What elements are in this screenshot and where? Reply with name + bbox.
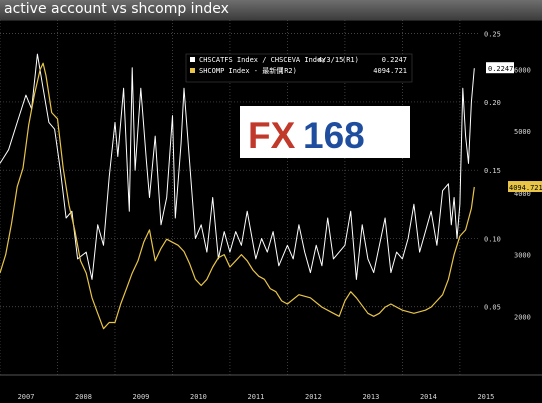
x-axis: 2007 2008 2009 2010 2011 2012 2013 2014 2015 <box>0 374 542 401</box>
y-left-tick-label: 0.10 <box>484 235 501 243</box>
legend: CHSCATFS Index / CHSCEVA Index 4/3/15 (R… <box>185 53 413 83</box>
legend-shcomp-axis: (R2) <box>280 67 297 75</box>
legend-ratio-axis: (R1) <box>342 56 359 64</box>
x-tick-label: 2014 <box>420 393 437 401</box>
legend-swatch-ratio <box>190 57 195 62</box>
y-right-tick-label: 2000 <box>514 313 531 321</box>
legend-box <box>185 53 413 83</box>
x-tick-label: 2007 <box>18 393 35 401</box>
fx168-logo: FX 168 <box>240 106 410 158</box>
legend-swatch-shcomp <box>190 68 195 73</box>
y-axis-left: 0.05 0.10 0.15 0.20 0.25 <box>484 31 501 312</box>
x-tick-label: 2013 <box>362 393 379 401</box>
legend-ratio-name: CHSCATFS Index / CHSCEVA Index <box>199 56 325 64</box>
last-value-labels: 0.2247 4094.721 <box>486 62 542 193</box>
y-left-tick-label: 0.25 <box>484 31 501 39</box>
fx168-logo-168: 168 <box>303 115 365 156</box>
legend-ratio-value: 0.2247 <box>382 56 407 64</box>
legend-shcomp-value: 4094.721 <box>373 67 407 75</box>
last-value-ratio-text: 0.2247 <box>488 65 513 73</box>
last-value-shcomp-text: 4094.721 <box>509 184 542 192</box>
series-layer <box>0 53 475 330</box>
fx168-logo-bg <box>240 106 410 158</box>
series-line-shcomp <box>0 62 475 330</box>
x-tick-label: 2009 <box>133 393 150 401</box>
x-tick-label: 2010 <box>190 393 207 401</box>
y-left-tick-label: 0.15 <box>484 167 501 175</box>
last-value-tag-ratio <box>486 62 514 74</box>
y-right-tick-label: 6000 <box>514 66 531 74</box>
chart-title-bar: active account vs shcomp index <box>0 0 542 21</box>
y-right-tick-label: 5000 <box>514 128 531 136</box>
x-tick-label: 2008 <box>75 393 92 401</box>
x-tick-label: 2011 <box>248 393 265 401</box>
series-line-ratio <box>0 53 475 280</box>
y-axis-right: 2000 3000 4000 5000 6000 <box>514 66 531 321</box>
fx168-logo-fx: FX <box>248 115 296 156</box>
x-tick-label: 2012 <box>305 393 322 401</box>
last-value-tag-shcomp <box>508 181 542 193</box>
chart-title: active account vs shcomp index <box>4 1 229 17</box>
legend-ratio-date: 4/3/15 <box>318 56 343 64</box>
y-right-tick-label: 4000 <box>514 190 531 198</box>
y-left-tick-label: 0.20 <box>484 99 501 107</box>
y-left-tick-label: 0.05 <box>484 304 501 312</box>
legend-shcomp-name: SHCOMP Index - 最新價 <box>199 66 283 75</box>
x-tick-label: 2015 <box>477 393 494 401</box>
y-right-tick-label: 3000 <box>514 252 531 260</box>
